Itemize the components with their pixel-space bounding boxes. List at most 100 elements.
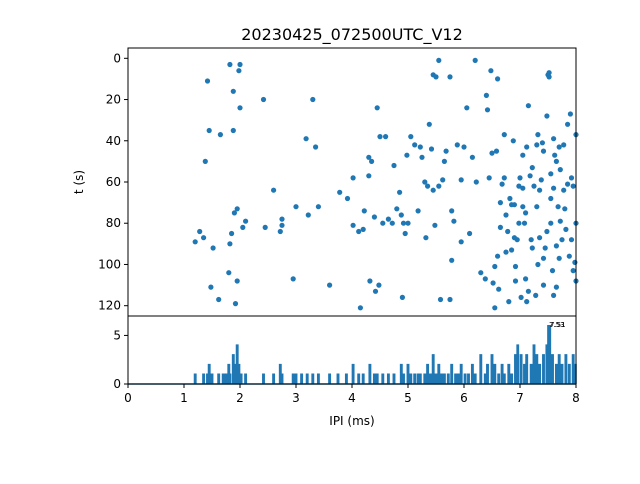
scatter-point (537, 187, 543, 193)
scatter-point (478, 270, 484, 276)
scatter-point (557, 167, 563, 173)
x-tick-label: 5 (404, 391, 412, 405)
scatter-point (549, 268, 556, 274)
scatter-point (561, 142, 567, 148)
scatter-point (234, 278, 240, 284)
scatter-point (555, 204, 561, 210)
scatter-point (432, 222, 438, 228)
scatter-point (520, 152, 526, 158)
scatter-point (562, 206, 568, 212)
scatter-point (229, 230, 235, 237)
scatter-point (520, 204, 526, 210)
scatter-point (503, 212, 509, 218)
scatter-point (512, 278, 519, 284)
scatter-point (449, 208, 455, 214)
scatter-point (350, 222, 356, 228)
scatter-y-tick-label: 100 (98, 257, 121, 271)
scatter-point (489, 150, 495, 156)
scatter-point (405, 220, 411, 226)
scatter-point (428, 146, 435, 152)
scatter-point (227, 61, 233, 68)
scatter-point (496, 286, 502, 292)
scatter-point (313, 144, 319, 150)
scatter-point (495, 253, 501, 259)
x-tick-label: 4 (348, 391, 356, 405)
scatter-point (443, 148, 449, 154)
scatter-point (570, 268, 576, 274)
scatter-point (499, 181, 505, 187)
scatter-point (556, 144, 562, 150)
scatter-point (394, 206, 400, 212)
scatter-point (389, 220, 395, 226)
scatter-point (350, 175, 356, 181)
scatter-point (510, 138, 516, 144)
scatter-point (542, 245, 548, 251)
scatter-point (556, 255, 562, 261)
scatter-point (497, 224, 503, 230)
scatter-point (572, 259, 578, 265)
scatter-point (402, 230, 408, 237)
scatter-point (565, 181, 571, 187)
scatter-point (262, 224, 268, 230)
scatter-point (567, 111, 574, 117)
scatter-point (423, 235, 429, 241)
scatter-point (260, 96, 267, 103)
scatter-point (565, 121, 571, 127)
scatter-point (561, 187, 567, 193)
scatter-point (204, 78, 211, 84)
scatter-point (315, 204, 321, 210)
scatter-point (529, 165, 535, 171)
scatter-point (566, 253, 572, 259)
scatter-point (208, 284, 214, 290)
scatter-point (226, 270, 232, 276)
scatter-point (546, 74, 552, 80)
scatter-point (293, 204, 299, 210)
scatter-point (391, 162, 397, 169)
histogram-y-tick-label: 0 (113, 377, 121, 391)
x-tick-label: 7 (516, 391, 524, 405)
scatter-point (279, 222, 285, 228)
scatter-point (430, 187, 436, 193)
peak-annotation-1: 7.53 (549, 321, 565, 329)
scatter-point (303, 136, 309, 142)
chart-title: 20230425_072500UTC_V12 (241, 25, 463, 45)
x-tick-label: 1 (180, 391, 188, 405)
scatter-plot-area (128, 48, 576, 316)
x-tick-label: 8 (572, 391, 580, 405)
scatter-point (553, 158, 560, 164)
scatter-y-tick-label: 60 (106, 175, 121, 189)
scatter-point (518, 294, 524, 300)
scatter-point (472, 57, 478, 64)
scatter-point (327, 282, 333, 288)
scatter-point (216, 296, 222, 303)
scatter-point (524, 144, 530, 150)
scatter-point (516, 220, 522, 226)
scatter-point (366, 154, 372, 160)
scatter-point (511, 202, 517, 208)
scatter-point (521, 220, 528, 226)
scatter-point (523, 210, 529, 216)
x-tick-label: 2 (236, 391, 244, 405)
scatter-point (397, 189, 403, 195)
scatter-point (449, 257, 455, 263)
scatter-point (385, 216, 391, 222)
scatter-point (540, 148, 547, 154)
scatter-point (230, 88, 236, 94)
scatter-point (495, 76, 501, 82)
scatter-y-tick-label: 0 (113, 51, 121, 65)
scatter-point (441, 158, 447, 164)
scatter-point (383, 134, 389, 140)
scatter-point (552, 152, 558, 158)
scatter-point (497, 200, 503, 206)
scatter-point (551, 185, 557, 191)
scatter-point (535, 261, 541, 268)
scatter-point (563, 226, 569, 232)
scatter-point (553, 284, 560, 290)
scatter-point (484, 107, 491, 113)
scatter-point (533, 292, 539, 298)
scatter-point (360, 226, 366, 232)
scatter-point (361, 208, 367, 214)
scatter-point (516, 183, 522, 189)
scatter-point (243, 218, 249, 224)
